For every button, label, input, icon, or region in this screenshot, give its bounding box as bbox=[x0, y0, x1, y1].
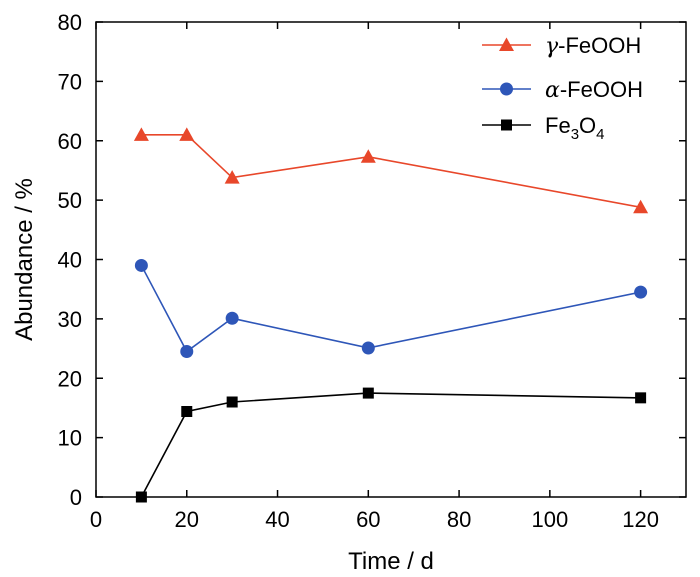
legend-label: Fe3O4 bbox=[545, 113, 605, 143]
x-tick-label: 80 bbox=[447, 507, 471, 532]
data-point-marker bbox=[179, 127, 195, 141]
series-line bbox=[140, 392, 641, 498]
legend-label: γ-FeOOH bbox=[545, 33, 641, 59]
y-tick-label: 30 bbox=[58, 307, 82, 332]
data-point-marker bbox=[362, 387, 374, 399]
legend: γ-FeOOH α-FeOOH Fe3O4 bbox=[482, 33, 643, 143]
series-group bbox=[133, 127, 649, 214]
x-tick-label: 100 bbox=[531, 507, 568, 532]
data-point-marker bbox=[134, 258, 148, 272]
x-tick-label: 0 bbox=[90, 507, 102, 532]
data-point-marker bbox=[226, 396, 238, 408]
data-point-marker bbox=[180, 345, 194, 359]
x-tick-label: 120 bbox=[622, 507, 659, 532]
x-tick-label: 40 bbox=[265, 507, 289, 532]
legend-label: α-FeOOH bbox=[545, 77, 643, 103]
legend-item: Fe3O4 bbox=[482, 113, 605, 143]
legend-marker bbox=[500, 82, 513, 96]
series-line bbox=[141, 134, 641, 209]
data-point-marker bbox=[361, 341, 375, 355]
y-axis-label: Abundance / % bbox=[11, 178, 38, 341]
y-tick-label: 10 bbox=[58, 426, 82, 451]
y-tick-label: 20 bbox=[58, 366, 82, 391]
axis-ticks: 0 20 40 60 80 100 120 0 10 20 30 40 50 60 70 80 bbox=[58, 10, 686, 532]
series-group bbox=[134, 258, 648, 359]
y-tick-label: 40 bbox=[58, 248, 82, 273]
data-point-marker bbox=[224, 170, 240, 184]
data-point-marker bbox=[634, 285, 648, 299]
data-point-marker bbox=[225, 311, 239, 325]
data-point-marker bbox=[181, 406, 193, 417]
data-point-marker bbox=[360, 149, 376, 163]
x-tick-label: 20 bbox=[175, 507, 199, 532]
x-axis-label: Time / d bbox=[348, 548, 434, 575]
data-point-marker bbox=[635, 392, 647, 404]
legend-item: α-FeOOH bbox=[482, 77, 643, 103]
data-point-marker bbox=[633, 199, 649, 214]
legend-marker bbox=[501, 119, 512, 131]
legend-marker bbox=[499, 37, 514, 51]
x-tick-label: 60 bbox=[356, 507, 380, 532]
legend-item: γ-FeOOH bbox=[482, 33, 641, 59]
y-tick-label: 70 bbox=[58, 69, 82, 94]
series-line bbox=[140, 265, 641, 353]
data-point-marker bbox=[133, 127, 149, 141]
y-tick-label: 80 bbox=[58, 10, 82, 35]
y-tick-label: 0 bbox=[70, 485, 82, 510]
series-layer bbox=[133, 127, 649, 503]
y-tick-label: 50 bbox=[58, 188, 82, 213]
y-tick-label: 60 bbox=[58, 129, 82, 154]
series-group bbox=[135, 387, 647, 503]
